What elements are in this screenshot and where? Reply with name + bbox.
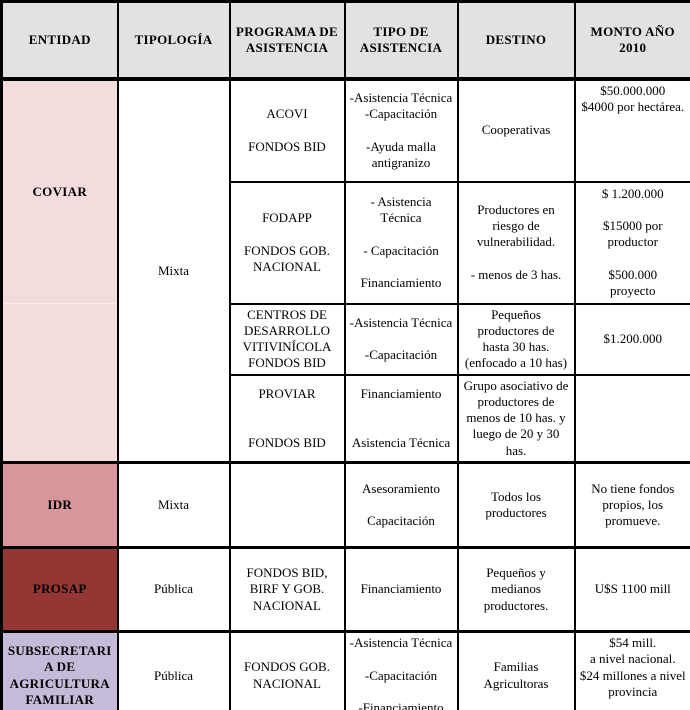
entity-cell-prosap: PROSAP	[0, 546, 119, 633]
programa-cell-centros: CENTROS DE DESARROLLO VITIVINÍCOLA FONDO…	[228, 302, 346, 376]
header-cell-tipo: TIPO DE ASISTENCIA	[343, 0, 459, 81]
monto-cell-prosap: U$S 1100 mill	[573, 546, 690, 633]
header-cell-destino: DESTINO	[456, 0, 576, 81]
programa-cell-acovi: ACOVI FONDOS BID	[228, 77, 346, 183]
table-row-coviar-centros: CENTROS DE DESARROLLO VITIVINÍCOLA FONDO…	[0, 302, 690, 464]
programa-cell-idr	[228, 461, 346, 549]
tipo-cell-prosap: Financiamiento	[343, 546, 459, 633]
table-row-coviar-acovi: COVIAR Mixta ACOVI FONDOS BID -Asistenci…	[0, 77, 690, 464]
header-row: ENTIDAD TIPOLOGÍA PROGRAMA DE ASISTENCIA…	[0, 0, 690, 81]
monto-cell-subsecretaria: $54 mill. a nivel nacional. $24 millones…	[573, 629, 690, 710]
tipo-cell-fodapp: - Asistencia Técnica - Capacitación Fina…	[343, 180, 459, 305]
tipo-cell-idr: Asesoramiento Capacitación	[343, 461, 459, 549]
monto-cell-fodapp: $ 1.200.000 $15000 por productor $500.00…	[573, 180, 690, 305]
table-row-coviar-fodapp: FODAPP FONDOS GOB. NACIONAL - Asistencia…	[2, 180, 690, 305]
header-cell-programa: PROGRAMA DE ASISTENCIA	[228, 0, 346, 81]
table-row-idr: IDR Mixta Asesoramiento Capacitación Tod…	[0, 461, 690, 549]
destino-cell-subsecretaria: Familias Agricultoras	[456, 629, 576, 710]
programa-cell-prosap: FONDOS BID, BIRF Y GOB. NACIONAL	[228, 546, 346, 633]
entity-cell-coviar: COVIAR	[0, 77, 119, 304]
entity-cell-subsecretaria: SUBSECRETARI A DE AGRICULTURA FAMILIAR	[0, 629, 119, 710]
tipo-cell-acovi: -Asistencia Técnica -Capacitación -Ayuda…	[343, 77, 459, 183]
destino-cell-fodapp: Productores en riesgo de vulnerabilidad.…	[456, 180, 576, 305]
destino-cell-idr: Todos los productores	[456, 461, 576, 549]
table-row-coviar-proviar: PROVIAR FONDOS BID Financiamiento Asiste…	[2, 373, 690, 464]
tipologia-cell-coviar: Mixta	[116, 77, 231, 464]
destino-cell-prosap: Pequeños y medianos productores.	[456, 546, 576, 633]
tipo-cell-centros: -Asistencia Técnica -Capacitación	[343, 302, 459, 376]
entity-cell-idr: IDR	[0, 461, 119, 549]
programa-cell-fodapp: FODAPP FONDOS GOB. NACIONAL	[228, 180, 346, 305]
programa-cell-subsecretaria: FONDOS GOB. NACIONAL	[228, 629, 346, 710]
programa-cell-proviar: PROVIAR FONDOS BID	[228, 373, 346, 464]
destino-cell-proviar: Grupo asociativo de productores de menos…	[456, 373, 576, 464]
tipo-cell-proviar: Financiamiento Asistencia Técnica	[343, 373, 459, 464]
tipologia-cell-prosap: Pública	[116, 546, 231, 633]
tipologia-cell-subsecretaria: Pública	[116, 629, 231, 710]
header-cell-monto: MONTO AÑO 2010	[573, 0, 690, 81]
monto-cell-idr: No tiene fondos propios, los promueve.	[573, 461, 690, 549]
header-cell-entidad: ENTIDAD	[0, 0, 119, 81]
table-row-subsecretaria: SUBSECRETARI A DE AGRICULTURA FAMILIAR P…	[0, 629, 690, 710]
monto-cell-centros: $1.200.000	[573, 302, 690, 376]
header-cell-tipologia: TIPOLOGÍA	[116, 0, 231, 81]
monto-cell-acovi: $50.000.000 $4000 por hectárea.	[573, 77, 690, 183]
table-row-prosap: PROSAP Pública FONDOS BID, BIRF Y GOB. N…	[0, 546, 690, 633]
tipo-cell-subsecretaria: -Asistencia Técnica -Capacitación -Finan…	[343, 629, 459, 710]
tipologia-cell-idr: Mixta	[116, 461, 231, 549]
destino-cell-centros: Pequeños productores de hasta 30 has. (e…	[456, 302, 576, 376]
monto-cell-proviar	[573, 373, 690, 464]
entity-cell-coviar-lower	[0, 303, 119, 464]
destino-cell-acovi: Cooperativas	[456, 77, 576, 183]
